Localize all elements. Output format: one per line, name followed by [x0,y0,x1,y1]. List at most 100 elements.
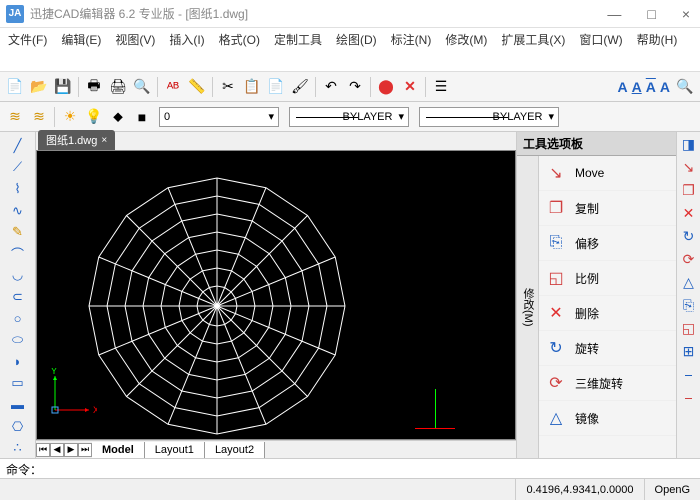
polyline-icon[interactable]: ⌇ [8,179,28,199]
stop-icon[interactable]: ⬤ [375,76,397,98]
tab-layout1[interactable]: Layout1 [145,442,205,458]
magnify-icon[interactable]: 🔍 [674,76,696,98]
scl2-icon[interactable]: ◱ [682,320,695,337]
solid-icon[interactable]: ▬ [8,395,28,415]
cut-icon[interactable]: ✂ [217,76,239,98]
lock-icon[interactable]: ⬥ [107,106,129,128]
sun-icon[interactable]: ☀ [59,106,81,128]
ext-icon[interactable]: ⎯ [685,389,692,406]
menu-1[interactable]: 编辑(E) [61,30,101,50]
point-icon[interactable]: ∴ [8,438,28,458]
menu-10[interactable]: 窗口(W) [579,30,622,50]
ellipse-icon[interactable]: ⬭ [8,330,28,350]
document-tab[interactable]: 图纸1.dwg × [38,130,115,150]
tab-first[interactable]: ⏮ [36,443,50,457]
cancel-icon[interactable]: ✕ [399,76,421,98]
ellipse-arc-icon[interactable]: ◗ [8,352,28,372]
vtab-0[interactable]: 修改(M) [518,160,538,454]
erase-icon[interactable]: ◨ [682,136,695,153]
bulb-icon[interactable]: 💡 [83,106,105,128]
menu-9[interactable]: 扩展工具(X) [501,30,565,50]
window-controls: — □ × [603,6,694,22]
palette-item-offset[interactable]: ⎘偏移 [539,226,676,261]
drawing-canvas[interactable]: X Y [36,150,516,440]
menu-8[interactable]: 修改(M) [445,30,487,50]
copy2-icon[interactable]: ❐ [682,182,695,199]
trim-icon[interactable]: ⎯ [685,366,692,383]
rot2-icon[interactable]: ↻ [683,228,695,245]
palette-item-rotate[interactable]: ↻旋转 [539,331,676,366]
menu-0[interactable]: 文件(F) [8,30,47,50]
menu-7[interactable]: 标注(N) [391,30,432,50]
spline-icon[interactable]: ∿ [8,201,28,221]
circle-icon[interactable]: ○ [8,309,28,329]
minimize-button[interactable]: — [603,6,625,22]
text-tools: A A A A 🔍 [618,76,697,98]
mir2-icon[interactable]: △ [683,274,694,291]
menu-11[interactable]: 帮助(H) [637,30,678,50]
copy-icon[interactable]: 📋 [241,76,263,98]
text-a1[interactable]: A [618,79,628,95]
menu-5[interactable]: 定制工具 [274,30,322,50]
tab-next[interactable]: ▶ [64,443,78,457]
text-a2[interactable]: A [632,79,642,95]
save-icon[interactable]: 💾 [52,76,74,98]
layer-prev-icon[interactable]: ≋ [28,106,50,128]
menu-2[interactable]: 视图(V) [115,30,155,50]
rot3-icon[interactable]: ⟳ [683,251,695,268]
redo-icon[interactable]: ↷ [344,76,366,98]
palette-label: 镜像 [575,410,599,427]
xline-icon[interactable]: ⟋ [8,158,28,178]
rectangle-icon[interactable]: ▭ [8,374,28,394]
ruler-icon[interactable]: 📏 [186,76,208,98]
layers-icon[interactable]: ≋ [4,106,26,128]
find-icon[interactable]: 🔍 [131,76,153,98]
menu-4[interactable]: 格式(O) [219,30,260,50]
lineweight-dropdown[interactable]: BYLAYER▾ [419,107,559,127]
props-icon[interactable]: ☰ [430,76,452,98]
move2-icon[interactable]: ↘ [683,159,695,176]
close-button[interactable]: × [678,6,694,22]
move-icon: ↘ [545,162,567,184]
color-icon[interactable]: ■ [131,106,153,128]
document-tab-close[interactable]: × [101,135,107,146]
paste-icon[interactable]: 📄 [265,76,287,98]
palette-item-delete[interactable]: ✕删除 [539,296,676,331]
palette-item-rotate3d[interactable]: ⟳三维旋转 [539,366,676,401]
app-icon: JA [6,5,24,23]
polygon-icon[interactable]: ⎔ [8,417,28,437]
tab-last[interactable]: ⏭ [78,443,92,457]
palette-item-mirror[interactable]: △镜像 [539,401,676,436]
tab-model[interactable]: Model [92,442,145,458]
tab-prev[interactable]: ◀ [50,443,64,457]
new-icon[interactable]: 📄 [4,76,26,98]
text-a3[interactable]: A [646,79,656,95]
palette-item-copy[interactable]: ❐复制 [539,191,676,226]
arc2-icon[interactable]: ◡ [8,266,28,286]
paintbrush-icon[interactable]: 🖌 [289,76,311,98]
print-icon[interactable]: 🖶 [83,76,105,98]
status-renderer: OpenG [645,479,700,500]
palette-item-scale[interactable]: ◱比例 [539,261,676,296]
spell-icon[interactable]: ᴬᴮ [162,76,184,98]
arc3-icon[interactable]: ⊂ [8,287,28,307]
command-line[interactable]: 命令： [0,458,700,478]
palette-item-move[interactable]: ↘Move [539,156,676,191]
linetype-dropdown[interactable]: BYLAYER▾ [289,107,409,127]
menu-3[interactable]: 插入(I) [169,30,204,50]
arr-icon[interactable]: ⊞ [683,343,695,360]
open-icon[interactable]: 📂 [28,76,50,98]
layer-dropdown[interactable]: 0▾ [159,107,279,127]
menu-6[interactable]: 绘图(D) [336,30,377,50]
off2-icon[interactable]: ⎘ [683,297,694,314]
arc-icon[interactable]: ⌒ [8,244,28,264]
text-a4[interactable]: A [660,79,670,95]
tab-layout2[interactable]: Layout2 [205,442,265,458]
maximize-button[interactable]: □ [643,6,659,22]
preview-icon[interactable]: 🖨 [107,76,129,98]
line-icon[interactable]: ╱ [8,136,28,156]
palette-label: 比例 [575,270,599,287]
pencil-icon[interactable]: ✎ [8,222,28,242]
del2-icon[interactable]: ✕ [683,205,695,222]
undo-icon[interactable]: ↶ [320,76,342,98]
